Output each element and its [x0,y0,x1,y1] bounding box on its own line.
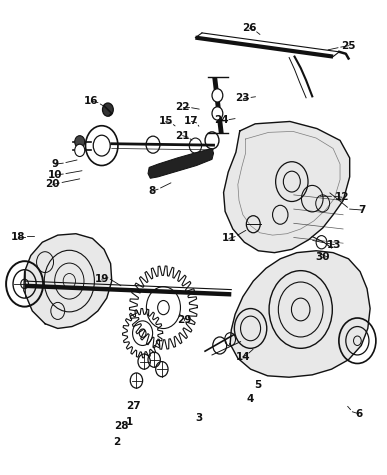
Polygon shape [230,251,370,377]
Polygon shape [224,122,350,253]
Text: 23: 23 [236,93,250,103]
Text: 21: 21 [175,131,190,141]
Circle shape [103,103,113,116]
Text: 22: 22 [175,102,190,112]
Text: 20: 20 [46,180,60,190]
Text: 2: 2 [113,437,120,447]
Circle shape [75,136,85,148]
Text: 30: 30 [315,252,330,262]
Text: 10: 10 [48,170,63,180]
Circle shape [212,107,223,120]
Text: 14: 14 [236,352,250,362]
Text: 19: 19 [94,274,109,284]
Text: 18: 18 [11,231,25,242]
Text: 3: 3 [196,413,203,423]
Text: 11: 11 [222,233,236,244]
Text: 12: 12 [335,192,349,202]
Text: 27: 27 [127,400,141,410]
Text: 4: 4 [247,393,254,404]
Polygon shape [148,149,214,178]
Text: 24: 24 [214,115,229,125]
Polygon shape [24,234,112,328]
Text: 29: 29 [177,315,191,325]
Text: 1: 1 [126,417,134,427]
Text: 9: 9 [52,159,59,169]
Text: 7: 7 [359,205,366,215]
Text: 28: 28 [114,421,128,431]
Text: 15: 15 [159,116,173,126]
Text: 16: 16 [84,96,99,106]
Text: 26: 26 [242,23,257,33]
Text: 5: 5 [255,380,262,390]
Circle shape [75,144,85,157]
Text: 13: 13 [327,239,341,249]
Text: 6: 6 [355,408,362,418]
Text: 17: 17 [184,116,199,126]
Circle shape [212,89,223,102]
Text: 8: 8 [148,186,156,196]
Text: 25: 25 [341,41,356,51]
